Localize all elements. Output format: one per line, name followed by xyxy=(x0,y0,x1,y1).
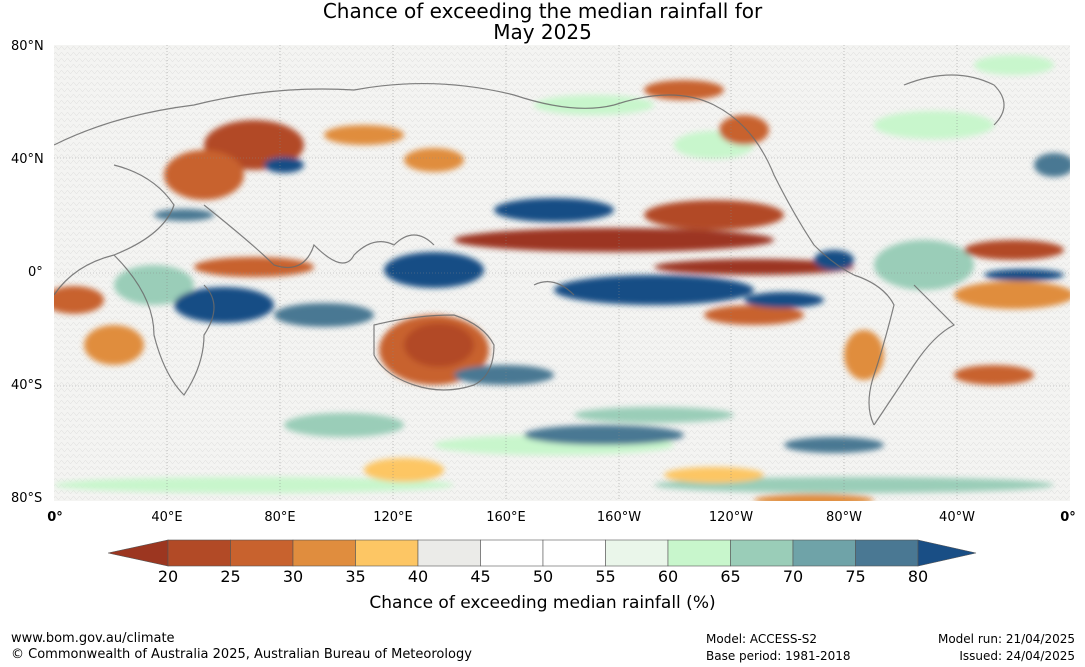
colorbar-segment xyxy=(167,539,231,567)
colorbar-segment xyxy=(542,539,606,567)
graticule xyxy=(54,45,1070,501)
lon-label-40e: 40°E xyxy=(151,510,183,525)
colorbar-tick: 25 xyxy=(220,567,241,586)
rainfall-probability-map xyxy=(54,45,1070,501)
footer-issued: Issued: 24/04/2025 xyxy=(959,649,1075,663)
colorbar-label: Chance of exceeding median rainfall (%) xyxy=(369,593,716,613)
footer-website: www.bom.gov.au/climate xyxy=(11,631,175,646)
colorbar-segment xyxy=(667,539,731,567)
footer-copyright: © Commonwealth of Australia 2025, Austra… xyxy=(11,647,472,662)
colorbar-segment xyxy=(355,539,419,567)
colorbar-lower-extension xyxy=(108,539,169,567)
colorbar-tick: 65 xyxy=(720,567,741,586)
colorbar-segment xyxy=(417,539,481,567)
map-title-line1: Chance of exceeding the median rainfall … xyxy=(322,0,763,23)
lon-label-120w: 120°W xyxy=(708,510,754,525)
lon-label-160e: 160°E xyxy=(486,510,526,525)
lat-label-equator: 0° xyxy=(28,265,43,280)
colorbar-tick: 45 xyxy=(470,567,491,586)
colorbar-tick: 60 xyxy=(657,567,679,586)
coastlines xyxy=(54,74,1005,426)
lon-label-160w: 160°W xyxy=(596,510,642,525)
colorbar xyxy=(108,539,977,567)
footer-model: Model: ACCESS-S2 xyxy=(706,632,818,646)
colorbar-tick: 70 xyxy=(782,567,804,586)
colorbar-segment xyxy=(730,539,794,567)
lon-label-120e: 120°E xyxy=(373,510,413,525)
colorbar-segment xyxy=(230,539,294,567)
lon-label-80w: 80°W xyxy=(826,510,862,525)
lon-label-0-left: 0° xyxy=(47,510,63,525)
colorbar-tick: 80 xyxy=(907,567,929,586)
colorbar-segment xyxy=(855,539,919,567)
map-title-line2: May 2025 xyxy=(493,20,592,44)
lat-label-40n: 40°N xyxy=(11,152,44,167)
colorbar-tick: 20 xyxy=(157,567,179,586)
lon-label-80e: 80°E xyxy=(264,510,296,525)
colorbar-upper-extension xyxy=(917,539,977,567)
colorbar-segment xyxy=(292,539,356,567)
colorbar-tick: 35 xyxy=(345,567,366,586)
colorbar-segment xyxy=(605,539,669,567)
lon-label-40w: 40°W xyxy=(939,510,975,525)
colorbar-tick: 40 xyxy=(407,567,429,586)
colorbar-tick: 50 xyxy=(532,567,554,586)
lat-label-40s: 40°S xyxy=(11,378,43,393)
lat-label-80n: 80°N xyxy=(11,39,44,54)
colorbar-tick: 75 xyxy=(845,567,866,586)
colorbar-tick: 55 xyxy=(595,567,616,586)
footer-base-period: Base period: 1981-2018 xyxy=(706,649,851,663)
footer-model-run: Model run: 21/04/2025 xyxy=(937,632,1075,646)
colorbar-segment xyxy=(480,539,544,567)
colorbar-segment xyxy=(792,539,856,567)
colorbar-tick: 30 xyxy=(282,567,304,586)
lat-label-80s: 80°S xyxy=(11,491,43,506)
lon-label-0-right: 0° xyxy=(1060,510,1076,525)
